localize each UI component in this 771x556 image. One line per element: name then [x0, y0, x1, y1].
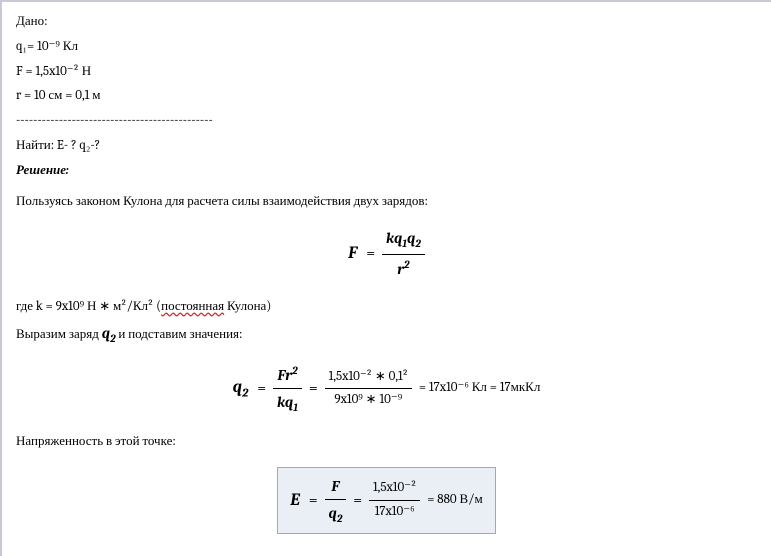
- divider-line: ----------------------------------------…: [16, 111, 757, 132]
- equation-coulomb-force: F = kq1q2 r2: [16, 226, 757, 280]
- equals-sign: =: [353, 488, 362, 514]
- label-given: Дано:: [16, 12, 757, 33]
- document-page: Дано: q₁= 10⁻⁹ Кл F = 1,5x10⁻² Н r = 10 …: [0, 0, 771, 556]
- eq2-rhs: = 17x10⁻⁶ Кл = 17мкКл: [419, 378, 540, 399]
- p2-text-a: где k = 9x10⁹ Н ∗ м²/Кл² (: [16, 299, 161, 314]
- p3-text-a: Выразим заряд: [16, 327, 102, 342]
- equals-sign: =: [257, 376, 266, 402]
- given-line-3: r = 10 см = 0,1 м: [16, 86, 757, 107]
- paragraph-3: Выразим заряд q2 и подставим значения:: [16, 321, 757, 347]
- given-line-1: q₁= 10⁻⁹ Кл: [16, 37, 757, 58]
- p2-text-b-spellcheck: постоянная: [161, 299, 224, 314]
- eq3-f2-den: 17x10⁻⁶: [369, 501, 420, 523]
- eq2-f2-num: 1,5x10⁻² ∗ 0,1²: [325, 367, 412, 390]
- eq1-den-exp: 2: [404, 258, 409, 271]
- equals-sign: =: [366, 241, 375, 267]
- eq3-fraction-numeric: 1,5x10⁻² 17x10⁻⁶: [369, 478, 420, 523]
- eq3-fraction-symbolic: F q2: [325, 474, 347, 527]
- equals-sign: =: [309, 488, 318, 514]
- eq1-lhs: F: [348, 240, 357, 267]
- eq3-f1-den-sub: 2: [337, 512, 342, 525]
- given-line-2: F = 1,5x10⁻² Н: [16, 62, 757, 83]
- eq2-lhs-q: q: [233, 378, 242, 397]
- label-solution: Решение:: [16, 161, 757, 182]
- eq3-f2-num: 1,5x10⁻²: [369, 478, 420, 501]
- paragraph-2: где k = 9x10⁹ Н ∗ м²/Кл² (постоянная Кул…: [16, 297, 757, 318]
- eq2-f1-num-exp: 2: [292, 364, 297, 377]
- eq1-num-k: k: [386, 229, 394, 247]
- eq3-f1-den-q: q: [329, 504, 337, 522]
- eq1-num-q2-sub: 2: [415, 237, 420, 250]
- eq3-lhs: E: [290, 487, 300, 514]
- eq2-lhs-sub: 2: [242, 386, 248, 400]
- eq2-f1-den-q: q: [285, 393, 293, 411]
- eq2-f1-den-sub: 1: [293, 401, 298, 414]
- paragraph-1: Пользуясь законом Кулона для расчета сил…: [16, 192, 757, 213]
- equals-sign: =: [309, 376, 318, 402]
- equation-q2: q2 = Fr2 kq1 = 1,5x10⁻² ∗ 0,1² 9x10⁹ ∗ 1…: [16, 362, 757, 416]
- p3-text-b: и подставим значения:: [116, 327, 243, 342]
- label-find: Найти: E- ? q₂-?: [16, 136, 757, 157]
- equation-field-strength: E = F q2 = 1,5x10⁻² 17x10⁻⁶ = 880 В/м: [16, 467, 757, 534]
- result-box: E = F q2 = 1,5x10⁻² 17x10⁻⁶ = 880 В/м: [277, 467, 496, 534]
- paragraph-4: Напряженность в этой точке:: [16, 432, 757, 453]
- p3-q: q: [102, 324, 110, 342]
- eq1-fraction: kq1q2 r2: [382, 226, 425, 280]
- eq2-f2-den: 9x10⁹ ∗ 10⁻⁹: [325, 389, 412, 411]
- eq3-f1-num: F: [325, 474, 347, 500]
- eq2-f1-den-k: k: [277, 393, 285, 411]
- eq2-fraction-symbolic: Fr2 kq1: [273, 362, 302, 416]
- eq3-rhs: = 880 В/м: [427, 490, 483, 511]
- p2-text-c: Кулона): [224, 299, 271, 314]
- eq2-fraction-numeric: 1,5x10⁻² ∗ 0,1² 9x10⁹ ∗ 10⁻⁹: [325, 367, 412, 412]
